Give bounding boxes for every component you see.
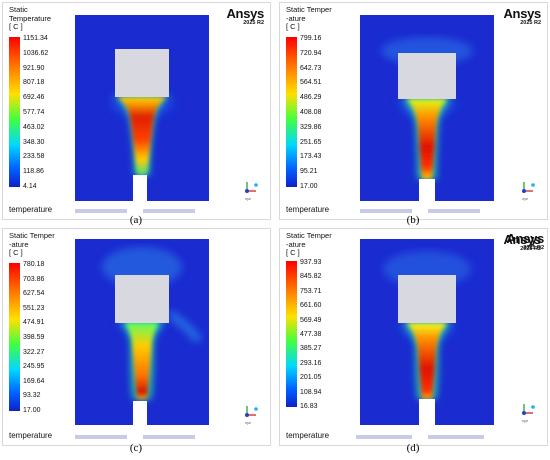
legend-tick: 108.94 [300, 388, 322, 396]
ansys-logo: Ansys 2025 R2 [226, 7, 264, 27]
svg-text:xyz: xyz [245, 196, 251, 201]
svg-text:xyz: xyz [522, 418, 528, 423]
brand-version: 2025 R2 [243, 20, 264, 26]
legend-tick: 799.16 [300, 35, 322, 42]
variable-label: temperature [9, 431, 53, 440]
axis-triad-icon: xyz [245, 406, 258, 425]
legend-title: Static Temper -ature [ C ] [9, 231, 55, 257]
brand-name: Ansys [503, 6, 541, 21]
caption-a: (a) [129, 214, 143, 226]
legend-tick: 398.59 [23, 334, 45, 341]
timeline-bar-right [143, 435, 195, 439]
panel-d: Static Temper -ature [ C ] Ansys 2025 R2… [279, 228, 548, 446]
legend-tick: 233.58 [23, 153, 45, 161]
temperature-contour [75, 15, 209, 201]
timeline-bar-left [356, 435, 412, 439]
panel-a: Static Temperature [ C ] Ansys 2025 R2 1… [2, 2, 271, 220]
legend-tick: 408.08 [300, 109, 322, 116]
legend-tick: 703.86 [23, 275, 45, 283]
legend-tick: 780.18 [23, 261, 45, 268]
legend-tick: 93.32 [23, 392, 41, 400]
ansys-logo: Ansys 2025 R2 [210, 232, 544, 252]
legend-tick: 937.93 [300, 259, 322, 266]
legend-tick: 807.18 [23, 79, 45, 87]
timeline-bar-right [428, 209, 480, 213]
legend-tick: 692.46 [23, 94, 45, 102]
legend-tick: 201.05 [300, 374, 322, 382]
axis-triad-icon: xyz [522, 404, 535, 423]
legend-tick: 477.38 [300, 331, 322, 338]
legend-tick: 569.49 [300, 316, 322, 324]
legend-color-bar [286, 261, 297, 407]
legend-tick: 720.94 [300, 49, 322, 57]
caption-b: (b) [406, 214, 420, 226]
legend-tick: 474.91 [23, 319, 45, 327]
brand-version: 2025 R2 [520, 246, 541, 252]
legend-tick: 322.27 [23, 348, 45, 356]
legend-tick: 753.71 [300, 287, 322, 295]
legend-tick: 95.21 [300, 168, 318, 176]
legend-tick: 173.43 [300, 153, 322, 161]
legend-tick: 577.74 [23, 109, 45, 116]
legend-tick: 329.86 [300, 123, 322, 131]
legend-title: Static Temper -ature [ C ] [286, 231, 332, 257]
timeline-bar-left [75, 435, 127, 439]
legend-tick: 486.29 [300, 94, 322, 102]
legend-tick: 1151.34 [23, 35, 48, 42]
legend-tick: 642.73 [300, 64, 322, 72]
legend-tick: 661.60 [300, 302, 322, 310]
timeline-bar-right [143, 209, 195, 213]
legend-tick: 921.90 [23, 64, 45, 72]
timeline-bar-left [75, 209, 127, 213]
temperature-contour [360, 15, 494, 201]
brand-name: Ansys [506, 231, 544, 246]
svg-text:xyz: xyz [522, 196, 528, 201]
legend-tick: 348.30 [23, 138, 45, 146]
legend-tick: 564.51 [300, 79, 322, 87]
legend-tick: 245.95 [23, 363, 45, 371]
legend-tick: 118.86 [23, 168, 44, 176]
legend-color-bar [9, 37, 20, 187]
temperature-contour [75, 239, 209, 425]
legend-tick: 385.27 [300, 345, 322, 353]
brand-version: 2025 R2 [523, 245, 544, 251]
axis-triad-icon: xyz [245, 182, 258, 201]
legend-tick: 627.54 [23, 290, 45, 298]
axis-triad-icon: xyz [522, 182, 535, 201]
legend-color-bar [286, 37, 297, 187]
legend-tick: 1036.62 [23, 49, 49, 57]
legend-tick: 17.00 [23, 407, 41, 414]
caption-d: (d) [406, 442, 420, 454]
temperature-contour [360, 239, 494, 425]
variable-label: temperature [9, 205, 53, 214]
legend-tick: 4.14 [23, 183, 37, 190]
timeline-bar-right [428, 435, 484, 439]
svg-text:xyz: xyz [245, 420, 251, 425]
legend-title: Static Temper -ature [ C ] [286, 5, 332, 31]
panel-b: Static Temper -ature [ C ] Ansys 2025 R2… [279, 2, 548, 220]
legend-color-bar [9, 263, 20, 411]
variable-label: temperature [286, 431, 330, 440]
legend-tick: 845.82 [300, 273, 322, 281]
legend-tick: 16.83 [300, 403, 318, 410]
brand-name: Ansys [503, 232, 541, 247]
legend-tick: 293.16 [300, 359, 322, 367]
timeline-bar-left [360, 209, 412, 213]
ansys-logo: Ansys 2025 R2 [503, 233, 541, 253]
brand-version: 2025 R2 [520, 20, 541, 26]
caption-c: (c) [129, 442, 143, 454]
ansys-logo: Ansys 2025 R2 [503, 7, 541, 27]
legend-tick: 251.65 [300, 138, 322, 146]
legend-tick: 463.02 [23, 123, 45, 131]
variable-label: temperature [286, 205, 330, 214]
legend-title: Static Temperature [ C ] [9, 5, 52, 31]
legend-tick: 17.00 [300, 183, 318, 190]
panel-c: Static Temper -ature [ C ] 780.18 703.86… [2, 228, 271, 446]
legend-tick: 169.64 [23, 377, 45, 385]
legend-tick: 551.23 [23, 304, 45, 312]
brand-name: Ansys [226, 6, 264, 21]
